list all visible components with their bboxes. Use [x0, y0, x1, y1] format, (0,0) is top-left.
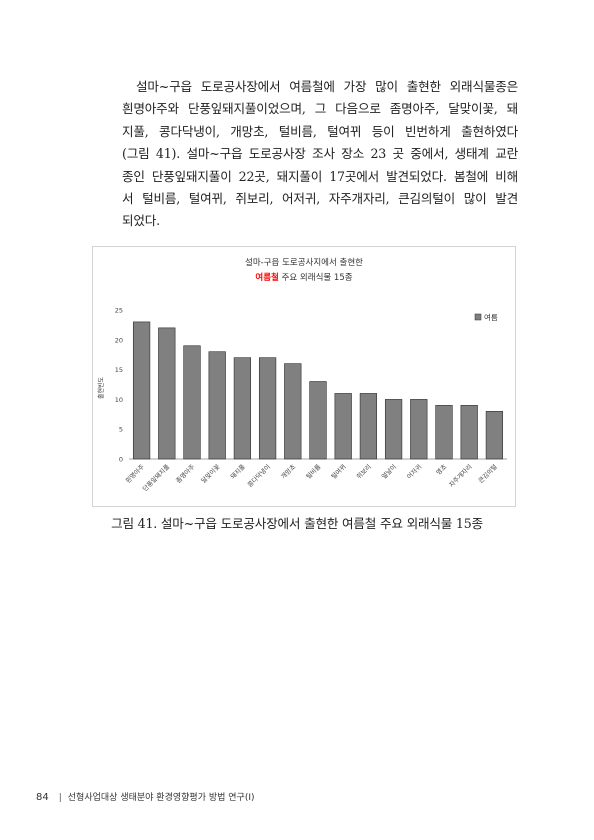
figure-caption: 그림 41. 설마~구읍 도로공사장에서 출현한 여름철 주요 외래식물 15종 — [111, 516, 483, 531]
bar — [158, 327, 176, 460]
legend: 여름 — [474, 312, 498, 322]
bar — [132, 321, 151, 460]
y-tick-label: 20 — [115, 336, 123, 344]
x-tick-label: 얼날이 — [379, 462, 398, 481]
bar — [410, 399, 428, 460]
body-line: 지풀, 콩다닥냉이, 개망초, 털비름, 털여뀌 등이 빈번하게 출현하였다 — [122, 123, 518, 139]
x-tick-label: 큰김의털 — [476, 462, 499, 485]
y-tick-label: 25 — [115, 307, 123, 315]
bar — [208, 351, 226, 460]
page-footer: 84 | 선형사업대상 생태분야 환경영향평가 방법 연구(Ⅰ) — [36, 790, 255, 803]
y-tick-label: 5 — [119, 426, 123, 434]
footer-separator: | — [58, 793, 62, 803]
bar — [460, 405, 478, 460]
chart-figure: 설마-구읍 도로공사지에서 출현한 여름철 주요 외래식물 15종 출현빈도 0… — [92, 246, 516, 507]
bar — [284, 363, 302, 460]
x-tick-label: 어저귀 — [405, 462, 424, 481]
body-line: 서 털비름, 털여뀌, 쥐보리, 어저귀, 자주개자리, 큰김의털이 많이 발견 — [122, 191, 518, 207]
body-line: 종인 단풍잎돼지풀이 22곳, 돼지풀이 17곳에서 발견되었다. 봄철에 비해 — [122, 168, 518, 184]
x-tick-label: 달맞이꽃 — [199, 462, 222, 485]
chart-title-highlight: 여름철 — [255, 272, 279, 283]
x-tick-label: 명초 — [434, 462, 449, 477]
chart-title-line1: 설마-구읍 도로공사지에서 출현한 — [245, 257, 363, 268]
x-tick-label: 좀명아주 — [174, 462, 197, 485]
bar — [334, 393, 352, 460]
x-tick-label: 콩다닥냉이 — [245, 462, 272, 489]
y-axis-label: 출현빈도 — [97, 376, 105, 399]
body-line: 설마~구읍 도로공사장에서 여름철에 가장 많이 출현한 외래식물종은 — [136, 79, 518, 94]
body-line: 되었다. — [122, 213, 160, 229]
legend-label: 여름 — [484, 312, 498, 322]
body-line: 흰명아주와 단풍잎돼지풀이었으며, 그 다음으로 좀명아주, 달맞이꽃, 돼 — [122, 101, 518, 117]
y-tick-label: 10 — [115, 396, 123, 404]
x-tick-label: 쥐보리 — [354, 462, 373, 481]
x-tick-label: 개망초 — [279, 462, 298, 481]
bar — [258, 357, 277, 460]
bars — [132, 321, 504, 460]
bar — [309, 381, 327, 460]
page-number: 84 — [36, 792, 49, 803]
series-title: 선형사업대상 생태분야 환경영향평가 방법 연구(Ⅰ) — [67, 793, 255, 803]
bar — [233, 357, 252, 460]
bar-chart: 설마-구읍 도로공사지에서 출현한 여름철 주요 외래식물 15종 출현빈도 0… — [97, 257, 507, 493]
y-tick-label: 15 — [115, 366, 123, 374]
x-tick-label: 흰명아주 — [123, 462, 146, 485]
legend-swatch — [474, 313, 482, 321]
body-paragraph: 설마~구읍 도로공사장에서 여름철에 가장 많이 출현한 외래식물종은 흰명아주… — [122, 76, 518, 233]
x-tick-label: 털비름 — [304, 462, 323, 481]
bar — [485, 411, 504, 460]
x-tick-label: 털여뀌 — [329, 462, 348, 481]
y-tick-label: 0 — [119, 456, 123, 464]
bar — [359, 393, 378, 460]
x-tick-label: 단풍잎돼지풀 — [140, 462, 171, 493]
chart-title-line2: 여름철 주요 외래식물 15종 — [255, 272, 352, 283]
x-tick-label: 돼지풀 — [228, 462, 247, 481]
x-tick-label: 자주개자리 — [447, 462, 474, 489]
chart-title-rest: 주요 외래식물 15종 — [279, 272, 353, 283]
bar — [183, 345, 201, 460]
body-line: (그림 41). 설마~구읍 도로공사장 조사 장소 23 곳 중에서, 생태계… — [122, 146, 518, 162]
bar — [435, 405, 453, 460]
bar — [384, 399, 403, 460]
